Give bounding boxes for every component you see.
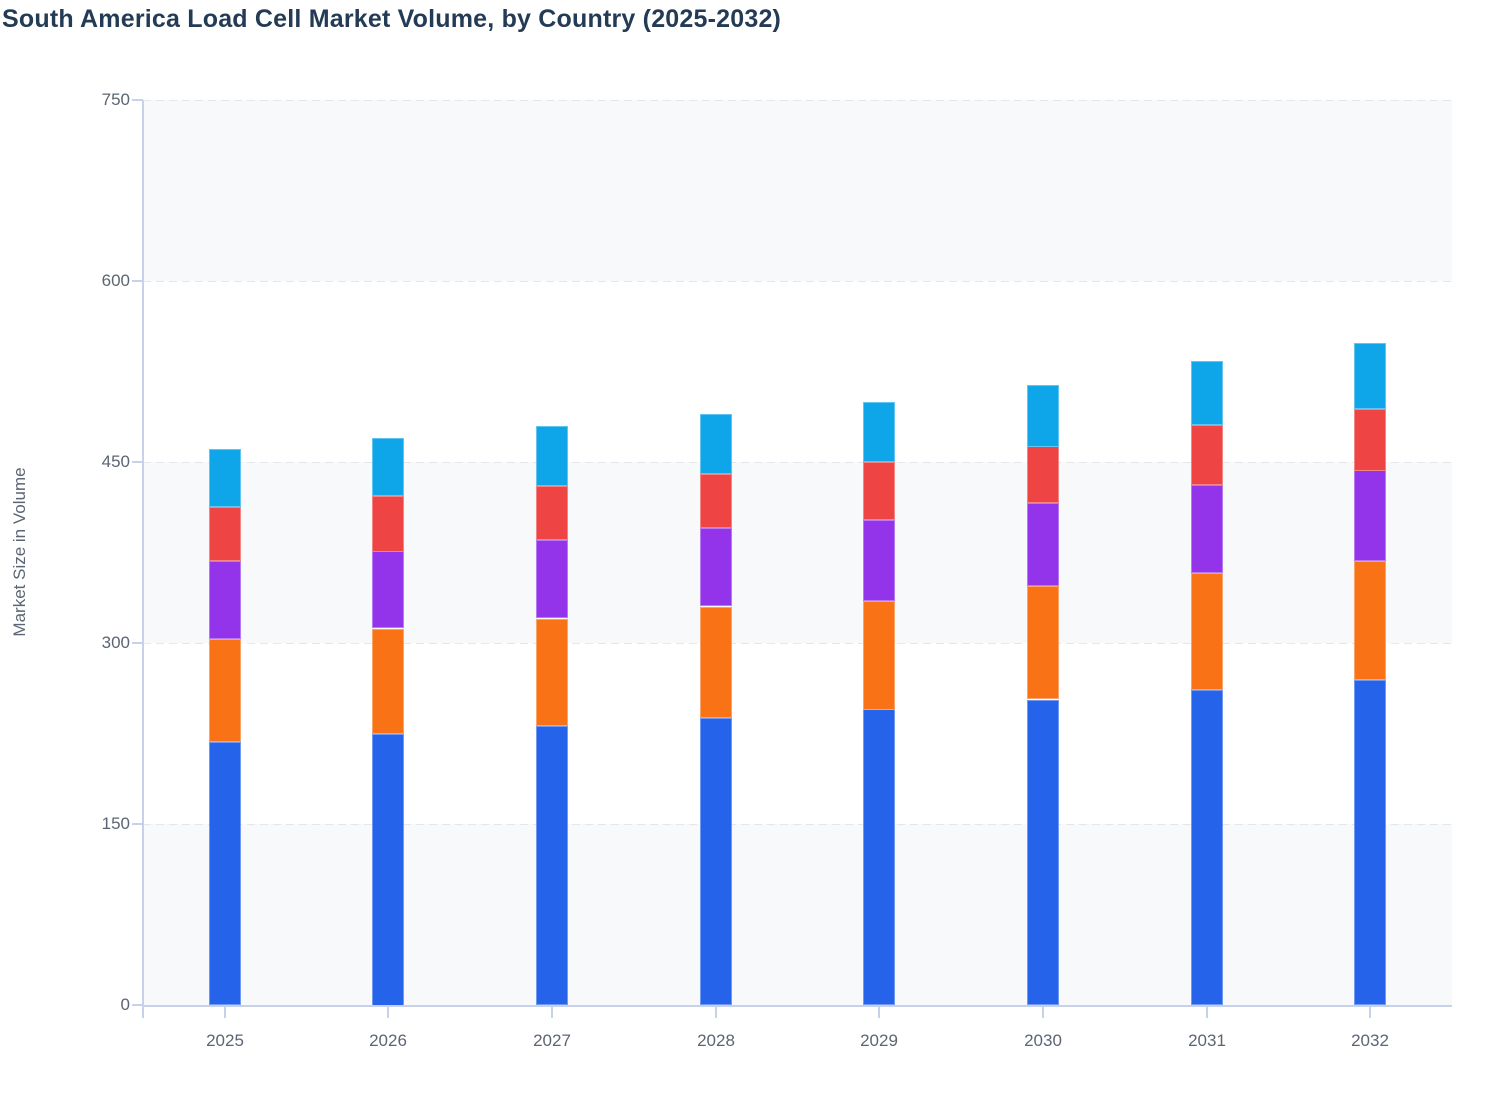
plot-band [143,643,1452,824]
bar-segment-2031-series-2-orange[interactable] [1191,573,1223,690]
bar-segment-2026-series-5-sky[interactable] [372,438,404,496]
y-axis-line [142,100,144,1018]
bar-segment-2026-series-2-orange[interactable] [372,629,404,734]
bar-segment-2031-series-4-red[interactable] [1191,425,1223,485]
y-axis-title: Market Size in Volume [10,467,29,637]
y-tick-label: 600 [101,271,130,290]
bar-segment-2027-series-4-red[interactable] [536,486,568,540]
bar-segment-2026-series-4-red[interactable] [372,496,404,552]
x-tick-mark [1042,1006,1044,1018]
bar-segment-2027-series-2-orange[interactable] [536,619,568,726]
y-tick-mark [132,823,143,825]
chart-title: South America Load Cell Market Volume, b… [2,5,782,33]
x-tick-mark [878,1006,880,1018]
bar-segment-2032-series-1-blue[interactable] [1354,680,1386,1005]
bar-segment-2026-series-1-blue[interactable] [372,734,404,1006]
bar-segment-2029-series-1-blue[interactable] [863,709,895,1005]
bar-segment-2029-series-5-sky[interactable] [863,402,895,462]
bar-segment-2025-series-2-orange[interactable] [209,639,241,742]
bar-segment-2029-series-2-orange[interactable] [863,601,895,710]
y-tick-mark [132,642,143,644]
x-tick-label: 2028 [697,1031,735,1050]
x-tick-mark [551,1006,553,1018]
bar-segment-2025-series-1-blue[interactable] [209,742,241,1005]
bar-segment-2025-series-3-purple[interactable] [209,561,241,639]
y-tick-mark [132,280,143,282]
y-tick-mark [132,1004,143,1006]
gridline-150 [143,824,1452,825]
bar-segment-2026-series-3-purple[interactable] [372,551,404,628]
bar-segment-2032-series-3-purple[interactable] [1354,470,1386,561]
y-tick-label: 450 [101,452,130,471]
bar-segment-2027-series-3-purple[interactable] [536,540,568,618]
x-tick-mark [387,1006,389,1018]
bar-segment-2030-series-2-orange[interactable] [1027,586,1059,699]
bar-segment-2025-series-4-red[interactable] [209,507,241,561]
bar-segment-2030-series-3-purple[interactable] [1027,503,1059,586]
plot-band [143,281,1452,462]
bar-segment-2030-series-1-blue[interactable] [1027,700,1059,1005]
y-tick-label: 300 [101,633,130,652]
x-tick-label: 2025 [206,1031,244,1050]
plot-band [143,462,1452,643]
bar-segment-2028-series-1-blue[interactable] [700,718,732,1005]
plot-band [143,824,1452,1005]
bar-segment-2030-series-4-red[interactable] [1027,446,1059,503]
y-tick-label: 150 [101,814,130,833]
bar-segment-2028-series-5-sky[interactable] [700,414,732,474]
bar-segment-2028-series-2-orange[interactable] [700,607,732,718]
gridline-600 [143,281,1452,282]
x-tick-label: 2027 [533,1031,571,1050]
bar-segment-2025-series-5-sky[interactable] [209,449,241,507]
y-tick-mark [132,461,143,463]
bar-segment-2031-series-3-purple[interactable] [1191,485,1223,573]
x-tick-label: 2026 [369,1031,407,1050]
x-tick-mark [1206,1006,1208,1018]
bar-segment-2032-series-5-sky[interactable] [1354,343,1386,409]
y-tick-mark [132,99,143,101]
y-tick-label: 750 [101,90,130,109]
y-tick-label: 0 [120,995,130,1014]
bar-segment-2029-series-3-purple[interactable] [863,520,895,601]
bar-segment-2030-series-5-sky[interactable] [1027,385,1059,447]
x-tick-label: 2031 [1188,1031,1226,1050]
gridline-450 [143,462,1452,463]
x-axis-line [143,1005,1452,1007]
plot-band [143,100,1452,281]
bar-segment-2027-series-5-sky[interactable] [536,426,568,486]
gridline-300 [143,643,1452,644]
bar-segment-2031-series-1-blue[interactable] [1191,690,1223,1005]
x-tick-mark [715,1006,717,1018]
x-tick-label: 2030 [1024,1031,1062,1050]
bar-segment-2031-series-5-sky[interactable] [1191,361,1223,425]
x-tick-mark [1369,1006,1371,1018]
bar-segment-2032-series-4-red[interactable] [1354,409,1386,471]
x-tick-mark [224,1006,226,1018]
x-tick-label: 2032 [1351,1031,1389,1050]
x-tick-label: 2029 [860,1031,898,1050]
bar-segment-2029-series-4-red[interactable] [863,462,895,520]
gridline-750 [143,100,1452,101]
bar-segment-2028-series-4-red[interactable] [700,474,732,528]
bar-segment-2027-series-1-blue[interactable] [536,726,568,1005]
bar-segment-2028-series-3-purple[interactable] [700,528,732,606]
bar-segment-2032-series-2-orange[interactable] [1354,561,1386,680]
